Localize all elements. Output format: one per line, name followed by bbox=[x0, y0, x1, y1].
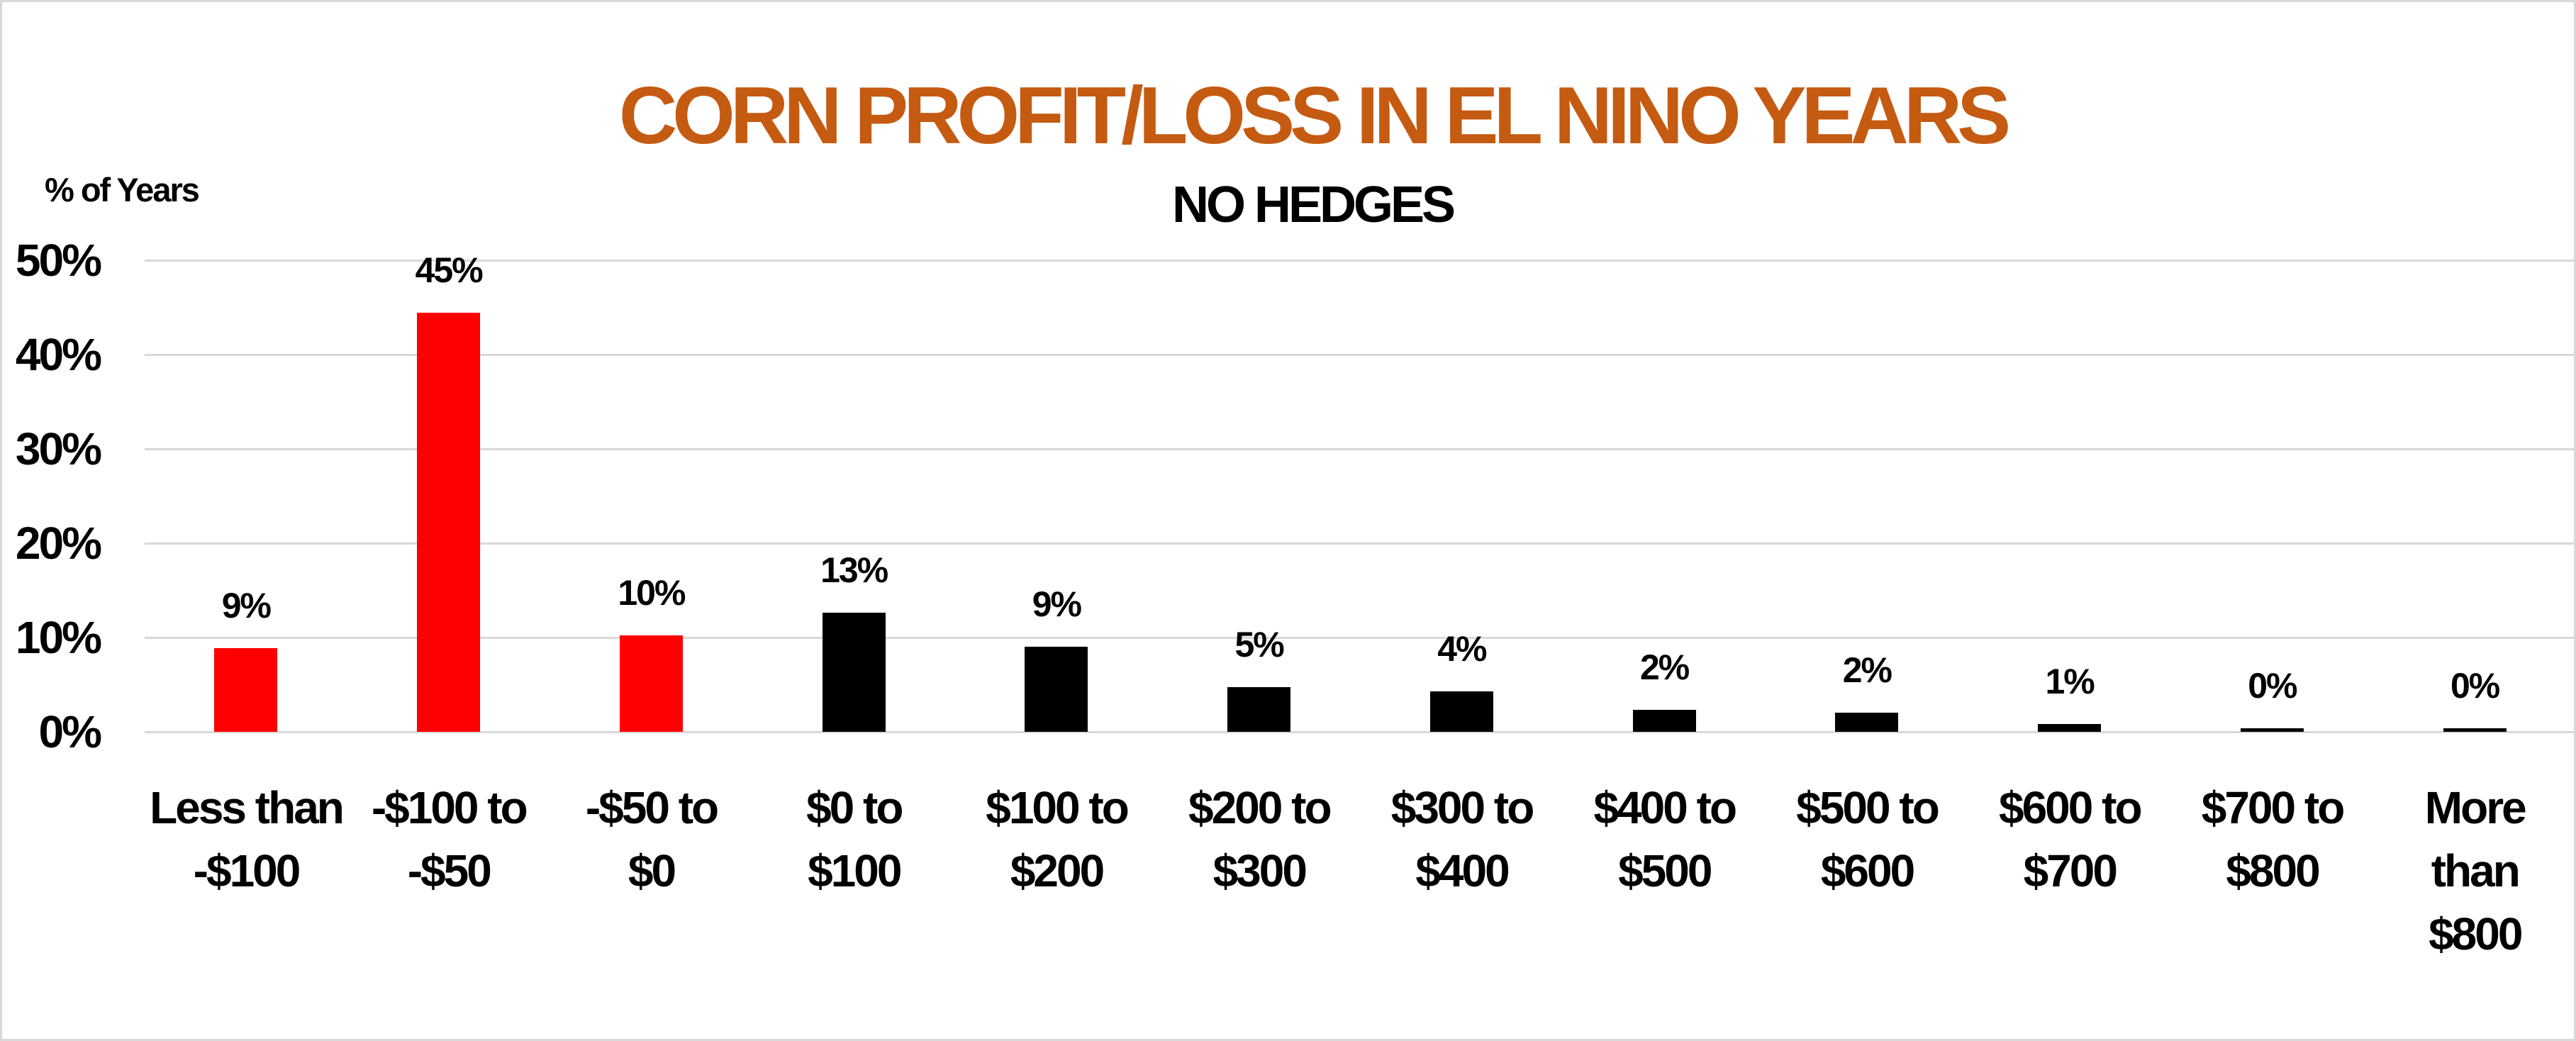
x-tick-label-line: $700 to bbox=[2201, 782, 2346, 833]
x-tick-label-line: than bbox=[2431, 845, 2521, 896]
data-label: 10% bbox=[618, 573, 686, 613]
x-tick-label-line: $0 to bbox=[806, 782, 903, 833]
x-tick-label-line: $100 to bbox=[986, 782, 1130, 833]
x-tick-label-line: $800 bbox=[2226, 845, 2320, 896]
x-tick-label-line: $400 to bbox=[1593, 782, 1737, 833]
x-tick-label-line: $500 to bbox=[1796, 782, 1940, 833]
x-tick-label: $300 to $400 bbox=[1361, 776, 1563, 903]
x-tick-label: $100 to $200 bbox=[955, 776, 1158, 903]
data-label: 4% bbox=[1437, 628, 1487, 669]
x-tick-label: -$100 to -$50 bbox=[347, 776, 550, 903]
x-tick-label-line: -$50 to bbox=[585, 782, 719, 833]
bar[interactable] bbox=[214, 647, 278, 732]
bar[interactable] bbox=[2443, 728, 2507, 732]
x-tick-label-line: $0 bbox=[628, 845, 676, 896]
bar[interactable] bbox=[1429, 691, 1493, 732]
x-tick-label: $500 to $600 bbox=[1766, 776, 1968, 903]
bar[interactable] bbox=[417, 313, 481, 732]
x-tick-label: $0 to $100 bbox=[752, 776, 955, 903]
x-tick-label: $700 to $800 bbox=[2171, 776, 2374, 903]
x-tick-label-line: $300 bbox=[1212, 845, 1307, 896]
x-tick-label-line: $600 bbox=[1820, 845, 1915, 896]
y-tick-label: 30% bbox=[15, 423, 102, 474]
x-tick-label-line: $500 bbox=[1618, 845, 1712, 896]
gridline bbox=[145, 260, 2574, 262]
y-tick-label: 10% bbox=[15, 612, 102, 663]
bar[interactable] bbox=[1835, 713, 1899, 732]
x-tick-label: $400 to $500 bbox=[1563, 776, 1766, 903]
data-label: 0% bbox=[2248, 666, 2297, 706]
y-tick-label: 50% bbox=[15, 235, 102, 286]
bar[interactable] bbox=[1025, 647, 1088, 732]
bar[interactable] bbox=[2240, 728, 2304, 732]
x-tick-label-line: $200 bbox=[1010, 845, 1105, 896]
x-tick-label-line: -$50 bbox=[407, 845, 492, 896]
chart-subtitle: NO HEDGES bbox=[1171, 177, 1456, 233]
x-tick-label-line: $400 bbox=[1415, 845, 1510, 896]
data-label: 2% bbox=[1639, 647, 1690, 688]
x-tick-label-line: More bbox=[2424, 782, 2527, 833]
data-label: 13% bbox=[820, 550, 888, 591]
chart-title: CORN PROFIT/LOSS IN EL NINO YEARS bbox=[618, 71, 2011, 161]
y-tick-label: 20% bbox=[15, 518, 102, 569]
data-label: 9% bbox=[221, 585, 272, 625]
x-tick-label-line: Less than bbox=[150, 782, 345, 833]
bar[interactable] bbox=[1632, 710, 1696, 732]
x-tick-label-line: $600 to bbox=[1998, 782, 2143, 833]
gridline bbox=[145, 542, 2574, 545]
data-label: 1% bbox=[2045, 662, 2095, 702]
x-tick-label-line: $200 to bbox=[1188, 782, 1332, 833]
x-tick-label: $600 to $700 bbox=[1968, 776, 2171, 903]
x-tick-label: -$50 to $0 bbox=[550, 776, 753, 903]
gridline bbox=[145, 354, 2574, 356]
gridline bbox=[145, 448, 2574, 450]
gridline bbox=[145, 731, 2574, 733]
x-tick-label: $200 to $300 bbox=[1158, 776, 1361, 903]
y-axis-title: % of Years bbox=[45, 171, 200, 208]
x-tick-label-line: $800 bbox=[2429, 908, 2523, 959]
x-tick-label-line: $700 bbox=[2023, 845, 2118, 896]
bar[interactable] bbox=[2038, 724, 2102, 732]
data-label: 0% bbox=[2450, 666, 2500, 706]
gridline bbox=[145, 637, 2574, 639]
x-tick-label-line: $300 to bbox=[1390, 782, 1535, 833]
y-tick-label: 0% bbox=[38, 706, 103, 757]
data-label: 2% bbox=[1842, 650, 1892, 691]
bar[interactable] bbox=[822, 613, 886, 732]
data-label: 45% bbox=[415, 250, 484, 291]
x-tick-label-line: $100 bbox=[808, 845, 902, 896]
bar[interactable] bbox=[619, 635, 683, 732]
data-label: 9% bbox=[1032, 584, 1082, 625]
x-tick-label: More than $800 bbox=[2373, 776, 2574, 966]
bar[interactable] bbox=[1227, 687, 1291, 732]
y-tick-label: 40% bbox=[15, 329, 102, 380]
x-tick-label-line: -$100 to bbox=[371, 782, 528, 833]
x-tick-label: Less than -$100 bbox=[145, 776, 347, 903]
x-tick-label-line: -$100 bbox=[193, 845, 301, 896]
data-label: 5% bbox=[1234, 625, 1284, 665]
